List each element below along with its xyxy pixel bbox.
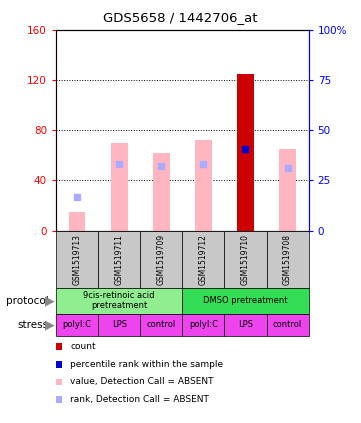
Text: stress: stress xyxy=(18,320,49,330)
Text: GSM1519712: GSM1519712 xyxy=(199,233,208,285)
Bar xyxy=(279,149,296,231)
Text: DMSO pretreatment: DMSO pretreatment xyxy=(203,296,288,305)
Text: LPS: LPS xyxy=(112,320,127,330)
Text: GSM1519708: GSM1519708 xyxy=(283,233,292,285)
Text: GSM1519713: GSM1519713 xyxy=(73,233,82,285)
Text: control: control xyxy=(273,320,302,330)
Text: GSM1519709: GSM1519709 xyxy=(157,233,166,285)
Bar xyxy=(195,140,212,231)
Text: protocol: protocol xyxy=(6,296,49,306)
Text: polyI:C: polyI:C xyxy=(62,320,91,330)
Text: ▶: ▶ xyxy=(44,294,54,307)
Text: count: count xyxy=(70,342,96,351)
Text: GSM1519711: GSM1519711 xyxy=(115,233,123,285)
Bar xyxy=(237,74,254,231)
Text: percentile rank within the sample: percentile rank within the sample xyxy=(70,360,223,369)
Bar xyxy=(69,212,86,231)
Text: control: control xyxy=(147,320,176,330)
Text: value, Detection Call = ABSENT: value, Detection Call = ABSENT xyxy=(70,377,214,387)
Text: polyI:C: polyI:C xyxy=(189,320,218,330)
Text: GSM1519710: GSM1519710 xyxy=(241,233,250,285)
Text: rank, Detection Call = ABSENT: rank, Detection Call = ABSENT xyxy=(70,395,209,404)
Text: ▶: ▶ xyxy=(44,319,54,331)
Text: GDS5658 / 1442706_at: GDS5658 / 1442706_at xyxy=(103,11,258,24)
Bar xyxy=(153,153,170,231)
Text: LPS: LPS xyxy=(238,320,253,330)
Bar xyxy=(111,143,127,231)
Text: 9cis-retinoic acid
pretreatment: 9cis-retinoic acid pretreatment xyxy=(83,291,155,310)
